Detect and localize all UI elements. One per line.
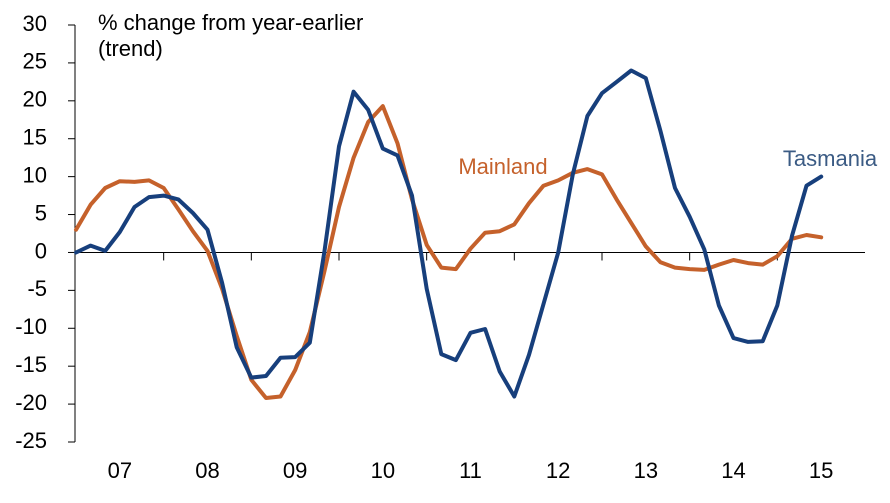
- y-tick-label: 30: [23, 11, 47, 36]
- series-line: [74, 104, 824, 400]
- y-axis-title: (trend): [98, 36, 163, 61]
- x-tick-label: 12: [546, 458, 570, 483]
- series-label: Tasmania: [783, 146, 878, 171]
- y-tick-label: 25: [23, 49, 47, 74]
- x-tick-label: 15: [809, 458, 833, 483]
- series-label: Mainland: [458, 154, 547, 179]
- x-tick-label: 14: [721, 458, 745, 483]
- x-tick-label: 07: [108, 458, 132, 483]
- x-tick-label: 09: [283, 458, 307, 483]
- y-tick-label: 20: [23, 87, 47, 112]
- series-line: [74, 68, 824, 399]
- y-tick-label: 10: [23, 162, 47, 187]
- y-tick-label: -10: [15, 314, 47, 339]
- x-tick-label: 13: [634, 458, 658, 483]
- y-tick-label: -25: [15, 428, 47, 453]
- y-tick-label: -15: [15, 352, 47, 377]
- y-tick-label: -5: [27, 276, 47, 301]
- y-tick-label: 0: [35, 238, 47, 263]
- y-tick-label: 15: [23, 125, 47, 150]
- y-tick-label: -20: [15, 390, 47, 415]
- x-tick-label: 11: [459, 458, 482, 483]
- y-axis-title: % change from year-earlier: [98, 10, 363, 35]
- x-tick-label: 10: [371, 458, 395, 483]
- y-tick-label: 5: [35, 200, 47, 225]
- x-tick-label: 08: [195, 458, 219, 483]
